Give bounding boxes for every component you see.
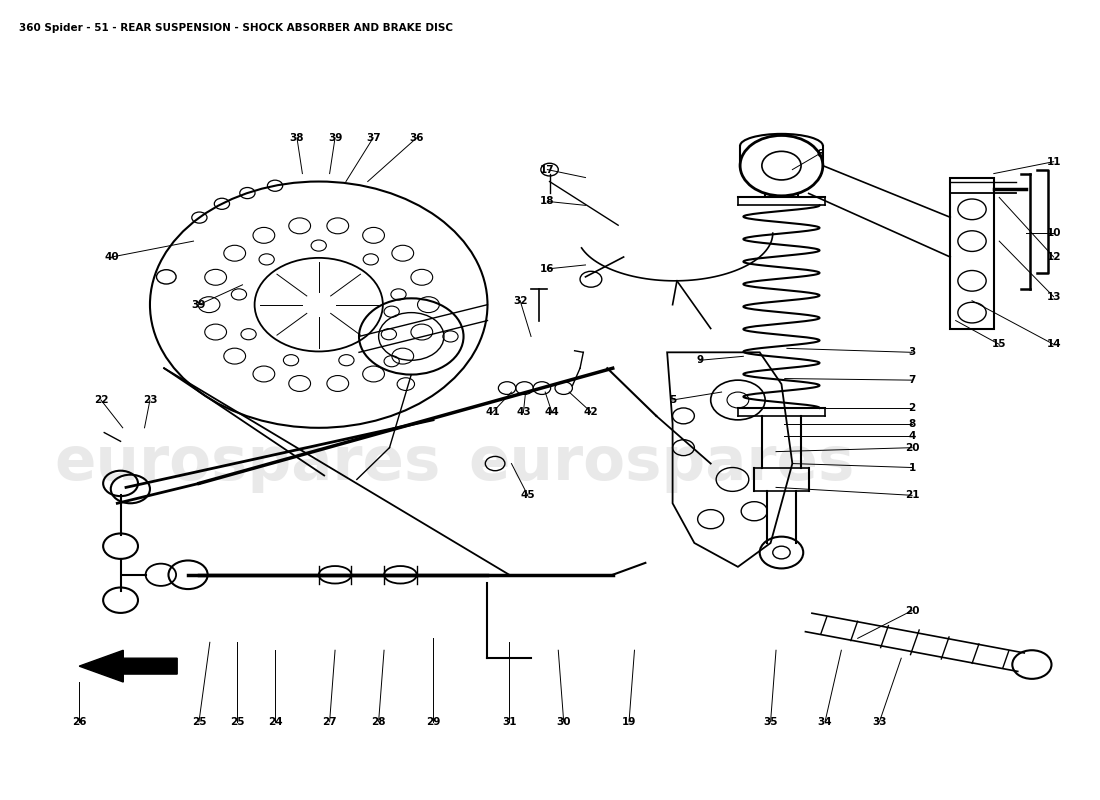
Text: 25: 25 [230, 717, 244, 726]
Text: 27: 27 [322, 717, 337, 726]
Text: 43: 43 [516, 407, 530, 417]
Text: 39: 39 [191, 300, 206, 310]
Text: 24: 24 [268, 717, 283, 726]
Text: 13: 13 [1046, 292, 1060, 302]
Text: eurospares: eurospares [469, 434, 855, 493]
Text: eurospares: eurospares [55, 434, 441, 493]
Text: 9: 9 [696, 355, 703, 366]
Text: 5: 5 [669, 395, 676, 405]
Text: 16: 16 [540, 264, 554, 274]
Text: 20: 20 [905, 442, 920, 453]
Text: 1: 1 [909, 462, 916, 473]
Text: 11: 11 [1046, 157, 1060, 166]
Text: 28: 28 [372, 717, 386, 726]
Text: 2: 2 [909, 403, 916, 413]
Text: 19: 19 [621, 717, 636, 726]
Text: 36: 36 [409, 133, 424, 143]
Text: 41: 41 [485, 407, 501, 417]
Text: 14: 14 [1046, 339, 1062, 350]
Text: 17: 17 [540, 165, 554, 174]
Text: 25: 25 [191, 717, 206, 726]
Text: 40: 40 [104, 252, 119, 262]
Text: 26: 26 [72, 717, 87, 726]
Text: 7: 7 [909, 375, 916, 385]
Polygon shape [79, 650, 177, 682]
Text: 37: 37 [366, 133, 381, 143]
Text: 32: 32 [513, 296, 527, 306]
Text: 3: 3 [909, 347, 916, 358]
Text: 23: 23 [143, 395, 157, 405]
Text: 10: 10 [1046, 228, 1060, 238]
Text: 38: 38 [289, 133, 305, 143]
Text: 31: 31 [502, 717, 517, 726]
Text: 18: 18 [540, 196, 554, 206]
Text: 12: 12 [1046, 252, 1060, 262]
Text: 4: 4 [909, 430, 916, 441]
Text: 21: 21 [905, 490, 920, 500]
Text: 33: 33 [872, 717, 887, 726]
Text: 30: 30 [557, 717, 571, 726]
Text: 360 Spider - 51 - REAR SUSPENSION - SHOCK ABSORBER AND BRAKE DISC: 360 Spider - 51 - REAR SUSPENSION - SHOC… [20, 22, 453, 33]
Text: 8: 8 [909, 419, 916, 429]
Text: 35: 35 [763, 717, 778, 726]
Text: 44: 44 [544, 407, 559, 417]
Text: 39: 39 [328, 133, 342, 143]
Text: 34: 34 [817, 717, 833, 726]
Text: 20: 20 [905, 606, 920, 615]
Text: 45: 45 [520, 490, 535, 500]
Text: 6: 6 [816, 149, 823, 158]
Text: 15: 15 [992, 339, 1007, 350]
Text: 29: 29 [426, 717, 440, 726]
Text: 22: 22 [94, 395, 108, 405]
Text: 42: 42 [584, 407, 598, 417]
